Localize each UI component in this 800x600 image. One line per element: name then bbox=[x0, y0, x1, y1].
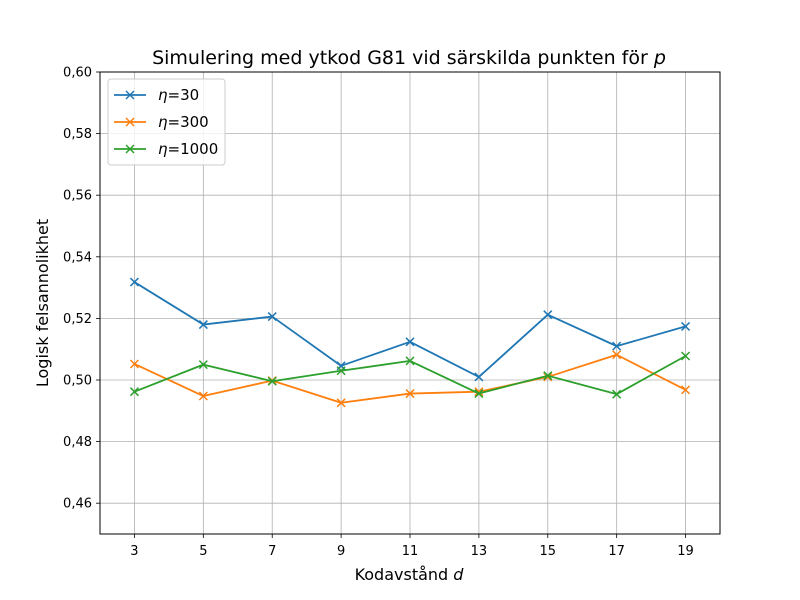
data-point-marker bbox=[681, 351, 691, 361]
data-point-marker bbox=[474, 389, 484, 399]
y-tick-label: 0,60 bbox=[63, 66, 92, 81]
chart-title-variable: p bbox=[653, 47, 666, 69]
x-axis-label-main: Kodavstånd bbox=[355, 565, 454, 584]
series-0 bbox=[129, 277, 691, 382]
x-tick-label: 13 bbox=[471, 544, 488, 559]
y-tick-label: 0,50 bbox=[63, 374, 92, 389]
legend-marker bbox=[125, 117, 135, 127]
data-point-marker bbox=[543, 371, 553, 381]
data-point-marker bbox=[612, 350, 622, 360]
x-tick-label: 19 bbox=[677, 544, 694, 559]
legend-label: η=30 bbox=[158, 86, 199, 104]
y-tick-label: 0,54 bbox=[63, 250, 92, 265]
chart-title-main: Simulering med ytkod G81 vid särskilda p… bbox=[152, 47, 654, 69]
data-point-marker bbox=[681, 385, 691, 395]
data-point-marker bbox=[198, 320, 208, 330]
y-tick-label: 0,48 bbox=[63, 435, 92, 450]
x-tick-label: 17 bbox=[608, 544, 625, 559]
x-tick-label: 9 bbox=[337, 544, 345, 559]
data-point-marker bbox=[681, 321, 691, 331]
series-2 bbox=[129, 351, 691, 399]
data-point-marker bbox=[543, 372, 553, 382]
data-point-marker bbox=[267, 376, 277, 386]
data-point-marker bbox=[405, 356, 415, 366]
grid bbox=[100, 71, 720, 534]
data-point-marker bbox=[129, 359, 139, 369]
legend-label: η=300 bbox=[158, 113, 209, 131]
y-tick-label: 0,46 bbox=[63, 497, 92, 512]
x-axis-label-variable: d bbox=[453, 565, 464, 584]
data-point-marker bbox=[612, 341, 622, 351]
data-point-marker bbox=[267, 312, 277, 322]
data-point-marker bbox=[336, 398, 346, 408]
legend: η=30 η=300 η=1000 bbox=[107, 78, 226, 166]
y-tick-label: 0,52 bbox=[63, 312, 92, 327]
plot-frame bbox=[99, 71, 721, 535]
ticks: 3 5 7 9 11 13 15 17 19 0,46 0,48 0,50 0,52 0,54 0,56 0,… bbox=[63, 66, 694, 560]
data-point-marker bbox=[474, 387, 484, 397]
data-point-marker bbox=[474, 372, 484, 382]
x-axis-label: Kodavstånd d bbox=[355, 565, 465, 584]
x-tick-label: 5 bbox=[199, 544, 207, 559]
x-tick-label: 7 bbox=[268, 544, 276, 559]
data-point-marker bbox=[543, 310, 553, 320]
legend-items: η=30 η=300 η=1000 bbox=[114, 86, 218, 158]
legend-marker bbox=[125, 144, 135, 154]
data-point-marker bbox=[336, 366, 346, 376]
x-tick-label: 15 bbox=[540, 544, 557, 559]
chart-title: Simulering med ytkod G81 vid särskilda p… bbox=[152, 47, 666, 69]
x-tick-label: 3 bbox=[130, 544, 138, 559]
data-point-marker bbox=[129, 277, 139, 287]
y-tick-label: 0,58 bbox=[63, 127, 92, 142]
legend-marker bbox=[125, 90, 135, 100]
data-point-marker bbox=[129, 387, 139, 397]
series-layer bbox=[129, 277, 691, 408]
y-tick-label: 0,56 bbox=[63, 189, 92, 204]
data-point-marker bbox=[198, 391, 208, 401]
data-point-marker bbox=[405, 337, 415, 347]
y-axis-label: Logisk felsannolikhet bbox=[33, 219, 52, 387]
x-tick-label: 11 bbox=[402, 544, 419, 559]
legend-box bbox=[107, 78, 226, 166]
legend-label: η=1000 bbox=[158, 140, 218, 158]
data-point-marker bbox=[198, 360, 208, 370]
data-point-marker bbox=[612, 389, 622, 399]
data-point-marker bbox=[405, 389, 415, 399]
